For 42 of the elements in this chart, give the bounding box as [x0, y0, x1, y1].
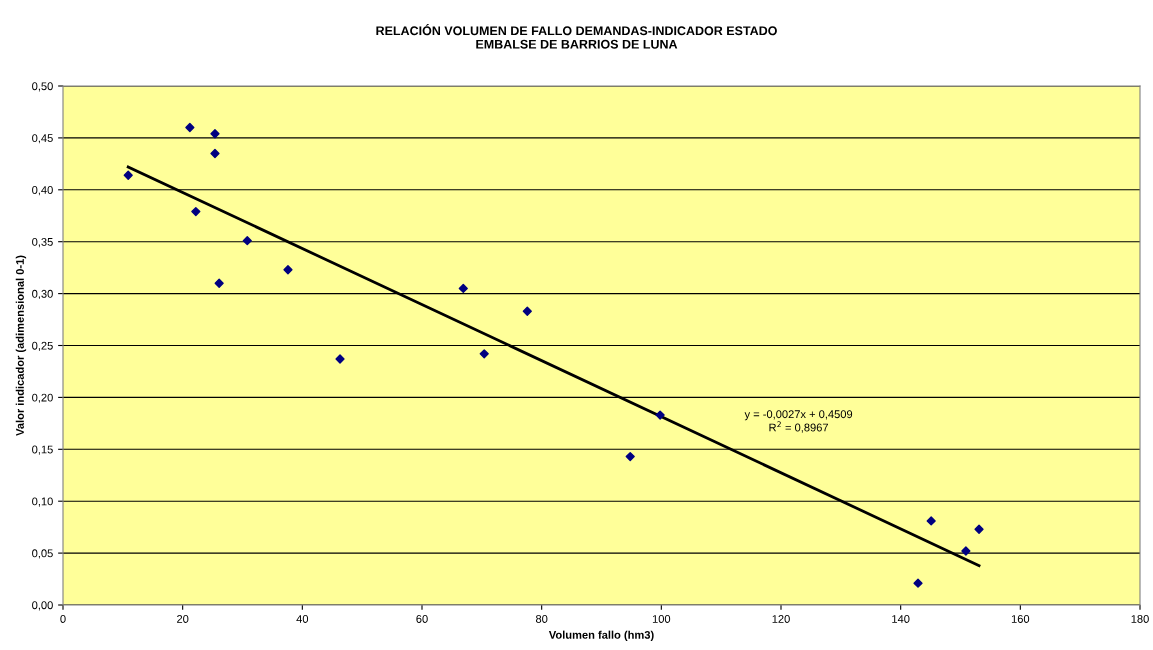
x-tick-label: 0: [60, 615, 66, 623]
point: [210, 129, 220, 139]
y-axis-title: Valor indicador (adimensional 0-1): [15, 255, 27, 436]
y-tick-label: 0,50: [32, 82, 53, 92]
point: [191, 206, 201, 217]
point: [479, 349, 489, 359]
x-tick-label: 20: [177, 615, 189, 623]
y-tick-label: 0,05: [32, 549, 53, 559]
point: [974, 524, 984, 534]
point: [655, 410, 665, 420]
point: [123, 170, 133, 180]
x-axis-title: Volumen fallo (hm3): [548, 630, 654, 641]
point: [214, 278, 224, 288]
point: [926, 516, 936, 526]
y-tick-label: 0,30: [32, 289, 53, 300]
y-tick-label: 0,10: [32, 497, 53, 507]
y-tick-label: 0,35: [32, 237, 53, 248]
x-tick-label: 100: [652, 615, 671, 623]
y-tick-label: 0,25: [32, 341, 53, 351]
point: [210, 148, 220, 159]
point: [522, 306, 532, 316]
point: [961, 546, 971, 556]
x-tick-label: 180: [1131, 615, 1149, 623]
y-tick-label: 0,45: [32, 134, 53, 144]
x-tick-label: 40: [296, 615, 309, 623]
x-tick-label: 120: [772, 615, 790, 623]
chart-title: RELACIÓN VOLUMEN DE FALLO DEMANDAS-INDICADOR ESTADO EMBALSE DE BARRIOS DE LUNA: [376, 23, 777, 49]
point: [913, 578, 923, 588]
point: [242, 236, 252, 246]
y-tick-label: 0,40: [32, 186, 53, 196]
x-tick-label: 160: [1011, 615, 1030, 623]
point: [625, 451, 635, 462]
y-tick-label: 0,20: [32, 393, 53, 403]
point: [458, 283, 468, 294]
y-tick-label: 0,00: [32, 601, 53, 611]
point: [283, 265, 293, 275]
annotation: y = -0,0027x + 0,4509 R$^{2}$ = 0,8967: [744, 410, 853, 433]
x-tick-label: 80: [535, 615, 548, 623]
x-tick-label: 140: [892, 615, 910, 623]
y-tick-label: 0,15: [32, 445, 53, 455]
point: [185, 122, 195, 133]
x-tick-label: 60: [416, 615, 428, 623]
